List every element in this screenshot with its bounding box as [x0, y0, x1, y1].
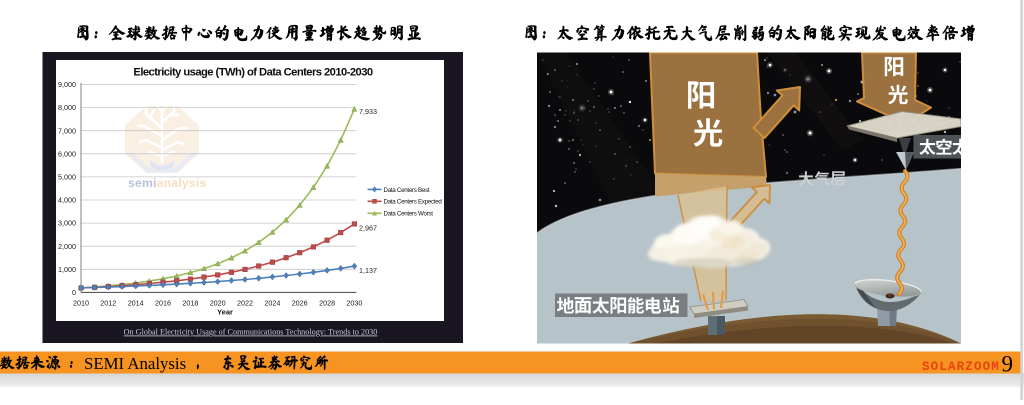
svg-text:6,000: 6,000	[58, 149, 76, 158]
svg-text:4,000: 4,000	[58, 196, 76, 205]
svg-text:0: 0	[72, 288, 76, 297]
svg-text:2028: 2028	[319, 299, 335, 308]
svg-text:Year: Year	[217, 308, 233, 317]
svg-text:2018: 2018	[182, 299, 198, 308]
svg-text:7,000: 7,000	[58, 126, 76, 135]
svg-text:2024: 2024	[264, 299, 280, 308]
svg-text:2010: 2010	[73, 299, 89, 308]
svg-text:Data Centers Best: Data Centers Best	[384, 187, 430, 194]
svg-text:7,933: 7,933	[359, 107, 377, 116]
svg-text:9: 9	[1002, 352, 1014, 377]
svg-text:5,000: 5,000	[58, 173, 76, 182]
svg-text:semianalysis: semianalysis	[128, 176, 206, 190]
svg-text:9,000: 9,000	[58, 80, 76, 89]
svg-text:2022: 2022	[237, 299, 253, 308]
svg-text:8,000: 8,000	[58, 103, 76, 112]
svg-text:2020: 2020	[210, 299, 226, 308]
svg-text:2026: 2026	[292, 299, 308, 308]
svg-text:Data Centers Worst: Data Centers Worst	[384, 211, 434, 218]
svg-text:2,000: 2,000	[58, 242, 76, 251]
svg-text:2012: 2012	[100, 299, 116, 308]
svg-text:2014: 2014	[128, 299, 144, 308]
svg-text:2,967: 2,967	[359, 223, 377, 232]
svg-text:SOLARZOOM: SOLARZOOM	[922, 360, 1000, 374]
svg-text:2030: 2030	[346, 299, 362, 308]
svg-text:Data Centers Expected: Data Centers Expected	[384, 199, 443, 206]
svg-text:3,000: 3,000	[58, 219, 76, 228]
svg-text:1,000: 1,000	[58, 265, 76, 274]
svg-text:1,137: 1,137	[359, 266, 377, 275]
svg-text:2016: 2016	[155, 299, 171, 308]
svg-text:On Global Electricity Usage of: On Global Electricity Usage of Communica…	[124, 328, 378, 337]
svg-text:Electricity usage (TWh) of Dat: Electricity usage (TWh) of Data Centers …	[133, 67, 372, 79]
svg-text:SEMI Analysis: SEMI Analysis	[84, 354, 186, 373]
